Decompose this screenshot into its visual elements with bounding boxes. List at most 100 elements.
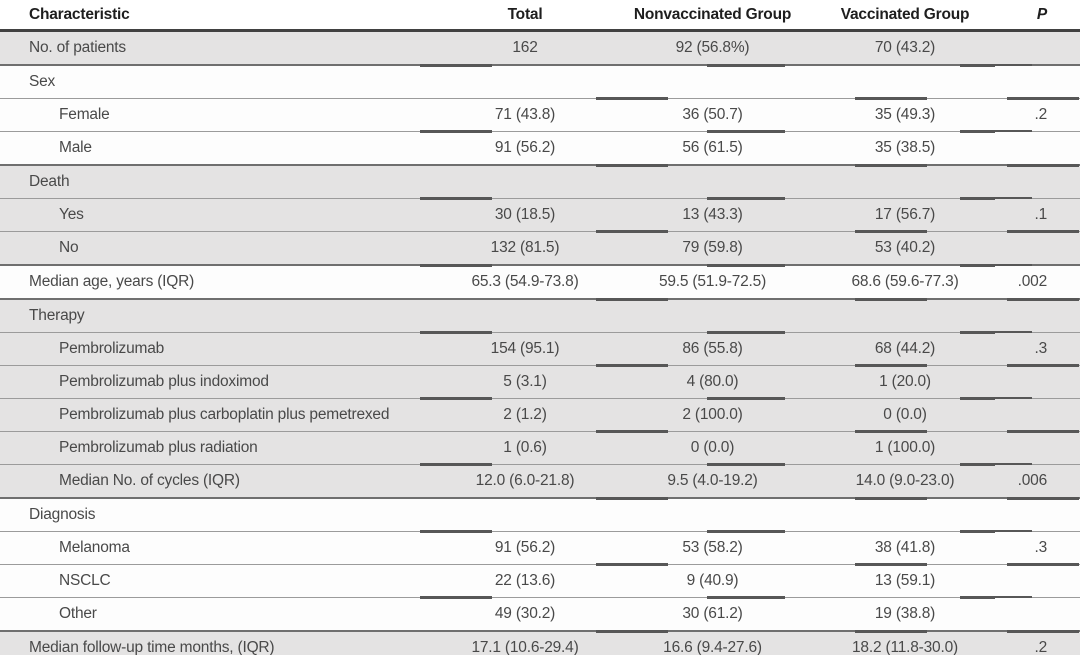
total-cell: 49 (30.2) [420,595,610,631]
characteristic-cell: Diagnosis [0,498,440,532]
table-row: No. of patients 162 92 (56.8%) 70 (43.2) [0,30,1080,65]
p-value-cell [995,562,1080,598]
nonvaccinated-cell: 92 (56.8%) [610,30,815,65]
table-row: No 132 (81.5) 79 (59.8) 53 (40.2) [0,229,1080,265]
p-value-cell [995,131,1080,165]
total-cell: 65.3 (54.9-73.8) [420,263,610,299]
total-cell [440,165,610,199]
characteristic-cell: Pembrolizumab plus carboplatin plus peme… [0,398,440,432]
p-value-cell [995,597,1080,631]
col-header-p-value: P [995,0,1080,32]
total-cell: 5 (3.1) [440,365,610,399]
table-body: No. of patients 162 92 (56.8%) 70 (43.2)… [0,30,1080,655]
characteristic-cell: Death [0,165,440,199]
characteristic-cell: Pembrolizumab plus radiation [0,431,440,465]
table-row: Death [0,163,1080,199]
characteristic-cell: NSCLC [0,564,440,598]
p-value-cell [995,398,1080,432]
table-row: Diagnosis [0,496,1080,532]
p-value-cell: .1 [995,198,1080,232]
vaccinated-cell: 13 (59.1) [815,562,995,598]
characteristic-cell: Pembrolizumab [0,332,440,366]
total-cell: 22 (13.6) [440,564,610,598]
nonvaccinated-cell [596,163,815,199]
characteristic-cell: Median No. of cycles (IQR) [0,464,440,498]
nonvaccinated-cell: 56 (61.5) [610,129,815,165]
characteristic-cell: Male [0,131,440,165]
total-cell: 2 (1.2) [420,396,610,432]
total-cell: 12.0 (6.0-21.8) [420,462,610,498]
p-value-cell [995,65,1080,99]
p-value-cell [995,363,1080,399]
characteristic-cell: Yes [0,198,440,232]
col-header-characteristic: Characteristic [0,0,440,32]
p-value-cell: .2 [995,629,1080,655]
nonvaccinated-cell: 86 (55.8) [610,330,815,366]
total-cell [420,63,610,99]
vaccinated-cell: 17 (56.7) [815,196,1032,232]
vaccinated-cell: 38 (41.8) [815,529,1032,565]
nonvaccinated-cell: 4 (80.0) [596,363,815,399]
vaccinated-cell: 53 (40.2) [815,229,995,265]
p-value-cell [995,297,1080,333]
nonvaccinated-cell: 9.5 (4.0-19.2) [610,462,815,498]
nonvaccinated-cell: 0 (0.0) [596,429,815,465]
vaccinated-cell: 14.0 (9.0-23.0) [815,462,1032,498]
characteristic-cell: Sex [0,65,440,99]
total-cell: 1 (0.6) [440,431,610,465]
vaccinated-cell: 68.6 (59.6-77.3) [815,263,1032,299]
vaccinated-cell: 70 (43.2) [815,30,995,65]
table-row: Therapy [0,297,1080,333]
vaccinated-cell [815,297,995,333]
table-row: Male 91 (56.2) 56 (61.5) 35 (38.5) [0,129,1080,165]
characteristic-cell: No. of patients [0,30,440,65]
p-value-cell: .3 [995,332,1080,366]
p-value-cell: .2 [995,96,1080,132]
col-header-vaccinated-group: Vaccinated Group [815,0,995,32]
table-row: Median No. of cycles (IQR) 12.0 (6.0-21.… [0,462,1080,498]
characteristic-cell: No [0,231,440,265]
p-value-cell [995,429,1080,465]
nonvaccinated-cell: 79 (59.8) [596,229,815,265]
characteristic-cell: Melanoma [0,531,440,565]
nonvaccinated-cell: 16.6 (9.4-27.6) [596,629,815,655]
p-value-cell [995,229,1080,265]
p-value-cell [995,496,1080,532]
characteristic-cell: Median follow-up time months, (IQR) [0,631,440,655]
table-row: Pembrolizumab plus carboplatin plus peme… [0,396,1080,432]
table-row: Sex [0,63,1080,99]
total-cell: 17.1 (10.6-29.4) [440,631,610,655]
nonvaccinated-cell: 13 (43.3) [610,196,815,232]
total-cell [440,498,610,532]
nonvaccinated-cell: 36 (50.7) [596,96,815,132]
table-row: Median follow-up time months, (IQR) 17.1… [0,629,1080,655]
nonvaccinated-cell: 9 (40.9) [596,562,815,598]
table-row: Female 71 (43.8) 36 (50.7) 35 (49.3) .2 [0,96,1080,132]
nonvaccinated-cell: 53 (58.2) [610,529,815,565]
vaccinated-cell: 1 (100.0) [815,429,995,465]
table-row: Melanoma 91 (56.2) 53 (58.2) 38 (41.8) .… [0,529,1080,565]
vaccinated-cell: 35 (38.5) [815,129,1032,165]
vaccinated-cell: 18.2 (11.8-30.0) [815,629,995,655]
p-value-cell: .002 [995,265,1080,299]
nonvaccinated-cell [596,297,815,333]
total-cell: 154 (95.1) [420,330,610,366]
vaccinated-cell [815,63,1032,99]
characteristic-cell: Female [0,98,440,132]
total-cell: 91 (56.2) [420,129,610,165]
characteristic-cell: Other [0,597,440,631]
nonvaccinated-cell: 30 (61.2) [610,595,815,631]
total-cell: 71 (43.8) [440,98,610,132]
table-header: Characteristic Total Nonvaccinated Group… [0,0,1080,32]
table-row: Other 49 (30.2) 30 (61.2) 19 (38.8) [0,595,1080,631]
table-row: Pembrolizumab plus radiation 1 (0.6) 0 (… [0,429,1080,465]
nonvaccinated-cell: 2 (100.0) [610,396,815,432]
total-cell: 30 (18.5) [420,196,610,232]
p-value-cell: .3 [995,531,1080,565]
p-value-cell [995,30,1080,65]
vaccinated-cell: 68 (44.2) [815,330,1032,366]
col-header-total: Total [440,0,610,32]
vaccinated-cell: 35 (49.3) [815,96,995,132]
header-row: Characteristic Total Nonvaccinated Group… [0,0,1080,32]
